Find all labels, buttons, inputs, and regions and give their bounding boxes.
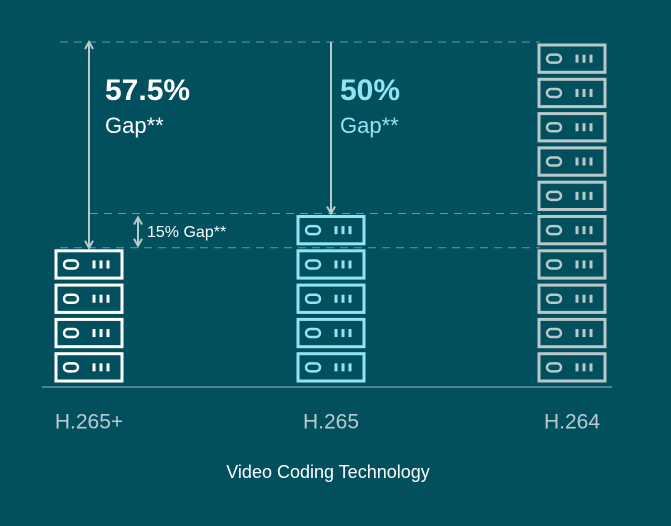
server-icon-led [304, 259, 322, 270]
server-icon [537, 112, 607, 143]
server-icon-led [545, 87, 563, 99]
server-icon [296, 317, 366, 349]
icon-stack [54, 249, 124, 383]
server-icon [537, 215, 607, 246]
server-icon-led [545, 156, 563, 167]
server-icon [537, 283, 607, 314]
icon-stack [296, 215, 366, 383]
arrow-head [133, 238, 143, 248]
server-icon-led [304, 293, 322, 304]
arrow-head [133, 215, 143, 225]
server-icon-led [545, 259, 563, 270]
server-icon [537, 352, 607, 383]
server-icon [296, 215, 366, 246]
arrow-head [84, 240, 94, 250]
server-icon [537, 317, 607, 349]
server-icon-led [545, 122, 563, 133]
server-icon [296, 249, 366, 280]
server-icon-led [62, 259, 80, 270]
annotation-text: Gap** [105, 113, 164, 138]
server-icon-led [545, 327, 563, 339]
server-icon [54, 317, 124, 349]
server-icon [296, 352, 366, 383]
server-icon [54, 352, 124, 383]
server-icon-led [62, 293, 80, 304]
annotation-text: Gap** [340, 113, 399, 138]
server-icon-led [545, 293, 563, 304]
server-icon [296, 283, 366, 314]
server-icon [537, 146, 607, 177]
server-icon [537, 43, 607, 74]
x-tick-label: H.265+ [55, 411, 123, 434]
arrow-head [326, 206, 336, 216]
x-tick-label: H.265 [303, 411, 359, 434]
server-icon [54, 283, 124, 314]
server-icon-led [304, 224, 322, 236]
server-icon [537, 77, 607, 109]
server-icon-led [545, 362, 563, 373]
x-axis-label: Video Coding Technology [226, 462, 430, 482]
server-icon [537, 180, 607, 211]
server-icon-led [304, 362, 322, 373]
server-icon [537, 249, 607, 280]
x-tick-label: H.264 [544, 411, 600, 434]
arrow-head [84, 39, 94, 50]
server-icon [54, 249, 124, 280]
server-icon-led [545, 53, 563, 64]
annotation-value: 57.5% [105, 74, 190, 107]
annotation-value: 50% [340, 74, 400, 107]
server-icon-led [62, 362, 80, 373]
server-icon-led [545, 224, 563, 236]
icon-stack [537, 43, 607, 383]
annotation-text: 15% Gap** [147, 224, 226, 241]
server-icon-led [545, 190, 563, 202]
server-icon-led [304, 327, 322, 339]
server-icon-led [62, 327, 80, 339]
